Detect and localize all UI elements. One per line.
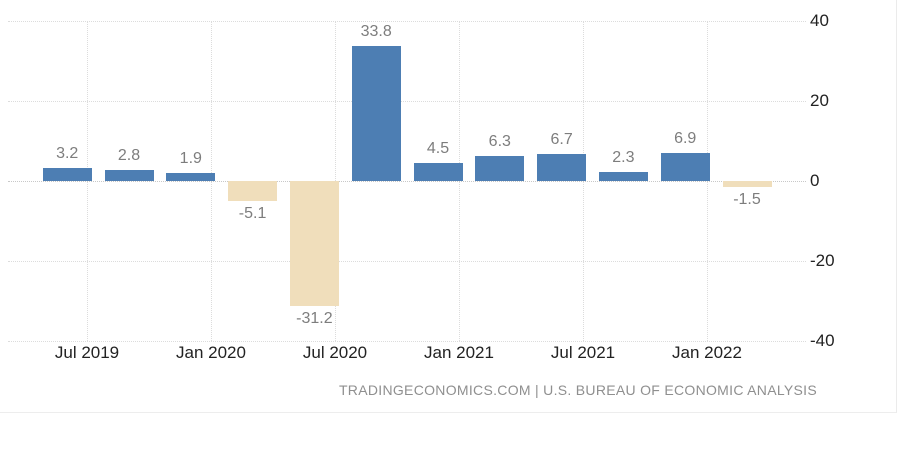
zero-gridline xyxy=(8,181,806,182)
bar[interactable] xyxy=(351,45,401,181)
horizontal-gridline xyxy=(8,261,806,262)
y-axis-tick-label: 20 xyxy=(810,91,829,110)
bar[interactable] xyxy=(413,163,463,181)
x-axis-tick-label: Jan 2021 xyxy=(424,343,494,362)
vertical-gridline xyxy=(583,21,584,341)
vertical-gridline xyxy=(87,21,88,341)
x-axis-tick-label: Jul 2020 xyxy=(302,343,368,362)
bar-value-label: 6.3 xyxy=(488,132,511,150)
bar[interactable] xyxy=(166,173,216,181)
y-axis-tick-label: -20 xyxy=(810,251,835,270)
y-axis-tick-label: 40 xyxy=(810,11,829,30)
plot-area: 40 20 0 -20 -40 Jul 2019 Jan 2020 Jul 2020 Jan 2… xyxy=(8,11,835,362)
x-axis-tick-label: Jan 2020 xyxy=(176,343,246,362)
bar-value-label: -31.2 xyxy=(296,309,333,327)
horizontal-gridline xyxy=(8,21,806,22)
x-axis-tick-label: Jul 2019 xyxy=(54,343,120,362)
bar[interactable] xyxy=(42,168,92,181)
bar[interactable] xyxy=(598,171,648,181)
bar[interactable] xyxy=(104,169,154,181)
bar-value-label: 3.2 xyxy=(56,145,79,163)
bar[interactable] xyxy=(660,153,710,181)
bar-value-label: -1.5 xyxy=(733,191,761,208)
bar-value-label: 33.8 xyxy=(360,22,392,40)
horizontal-gridline xyxy=(8,101,806,102)
bar-value-label: 6.7 xyxy=(550,131,573,149)
bar-value-label: 4.5 xyxy=(426,140,450,157)
bar[interactable] xyxy=(228,181,278,202)
vertical-gridline xyxy=(211,21,212,341)
bar-value-label: 1.9 xyxy=(179,150,202,168)
bar[interactable] xyxy=(537,154,587,181)
y-axis-tick-label: 0 xyxy=(810,171,820,190)
bar[interactable] xyxy=(289,181,339,306)
bar-value-label: 2.3 xyxy=(612,148,635,166)
vertical-gridline xyxy=(459,21,460,341)
bar-value-label: -5.1 xyxy=(238,205,267,223)
x-axis-tick-label: Jul 2021 xyxy=(550,343,616,362)
attribution-link[interactable]: TRADINGECONOMICS.COM | U.S. BUREAU OF EC… xyxy=(338,382,817,398)
bar-value-label: 2.8 xyxy=(117,146,141,164)
x-axis-tick-label: Jan 2022 xyxy=(672,343,742,362)
y-axis-tick-label: -40 xyxy=(810,331,835,350)
bar[interactable] xyxy=(475,155,525,181)
vertical-gridline xyxy=(707,21,708,341)
bar[interactable] xyxy=(722,181,772,187)
horizontal-gridline xyxy=(8,341,806,342)
bar-value-label: 6.9 xyxy=(674,130,697,148)
chart-card: 40 20 0 -20 -40 Jul 2019 Jan 2020 Jul 2020 Jan 2… xyxy=(0,0,897,413)
